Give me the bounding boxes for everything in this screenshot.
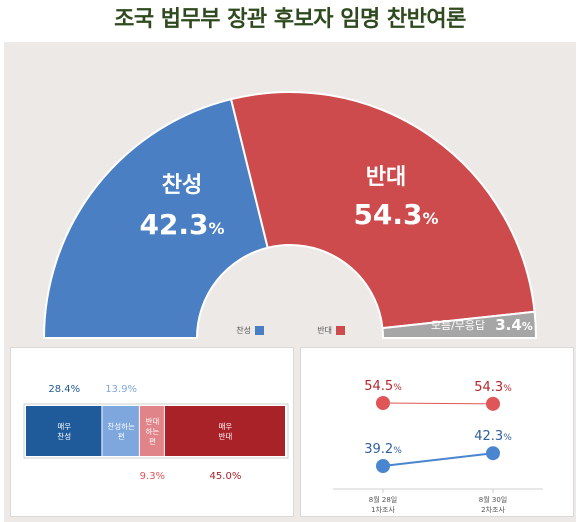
strong-oppose-segment-label-line: 반대 — [219, 432, 233, 441]
approve-slice-label: 찬성 — [162, 173, 202, 198]
approve-series-point — [376, 459, 390, 473]
stacked-bar-panel: 매우 찬성 28.4% 찬성하는 편 13.9% 반대 하는 편 9.3% 매우 반대 45.0% — [10, 347, 294, 517]
weak-oppose-segment-label: 반대 하는 편 — [145, 417, 159, 446]
approve-series-line — [382, 452, 494, 467]
unknown-slice-unit: % — [522, 320, 533, 333]
unknown-slice-label: 모름/무응답 — [431, 319, 485, 332]
semi-donut-panel: 찬성 42.3% 반대 54.3% 모름/무응답 3.4% 찬성 반대 — [4, 42, 576, 342]
unknown-slice — [381, 310, 538, 339]
approve-slice-unit: % — [209, 219, 225, 238]
weak-approve-segment-label: 찬성하는 편 — [107, 421, 135, 441]
oppose-series-value-label: 54.3% — [474, 380, 512, 395]
oppose-series-value-label: 54.5% — [364, 379, 402, 394]
x-tick-label: 8월 30일 2차조사 — [479, 495, 507, 514]
x-tick-label-line: 1차조사 — [371, 505, 395, 514]
x-tick-label: 8월 28일 1차조사 — [369, 495, 397, 514]
oppose-slice-unit: % — [423, 209, 439, 228]
oppose-series-point — [486, 396, 500, 411]
legend-oppose-label: 반대 — [317, 326, 332, 335]
x-tick-label-line: 8월 30일 — [479, 495, 507, 504]
weak-oppose-value-label: 9.3% — [140, 471, 165, 482]
strong-approve-segment-label-line: 찬성 — [57, 431, 71, 441]
legend-approve-label: 찬성 — [236, 325, 251, 335]
weak-oppose-segment — [139, 406, 164, 456]
strong-oppose-segment-label-line: 매우 — [219, 422, 233, 431]
weak-oppose-segment-label-line: 하는 — [145, 426, 159, 436]
approve-slice — [42, 97, 269, 339]
strong-oppose-value-label: 45.0% — [210, 471, 242, 482]
strong-approve-segment — [26, 406, 102, 456]
x-tick-label-line: 2차조사 — [481, 505, 505, 514]
value-unit: % — [393, 446, 402, 456]
unknown-slice-value: 3.4% — [495, 316, 533, 334]
oppose-slice — [229, 91, 536, 330]
approve-series-point — [486, 446, 500, 461]
trend-line-panel: 8월 28일 1차조사 8월 30일 2차조사 54.5% 54.3% 39.2% 42.3% — [300, 347, 574, 517]
legend-oppose-swatch — [336, 326, 345, 335]
weak-approve-value-label: 13.9% — [105, 384, 137, 395]
value-unit: % — [503, 384, 512, 394]
strong-approve-value-label: 28.4% — [48, 384, 80, 395]
weak-approve-segment-label-line: 찬성하는 — [107, 421, 135, 431]
x-tick-label-line: 8월 28일 — [369, 495, 397, 504]
approve-series-value-label: 42.3% — [474, 429, 512, 444]
approve-series-value-label: 39.2% — [364, 442, 402, 457]
chart-title: 조국 법무부 장관 후보자 임명 찬반여론 — [114, 7, 466, 32]
value-unit: % — [503, 433, 512, 443]
strong-approve-segment-label: 매우 찬성 — [57, 422, 71, 441]
legend-approve-swatch — [255, 326, 264, 335]
weak-approve-segment-label-line: 편 — [118, 431, 125, 441]
strong-oppose-segment-label: 매우 반대 — [219, 422, 233, 441]
oppose-series-line — [382, 402, 494, 405]
weak-approve-segment — [102, 406, 139, 456]
oppose-slice-label: 반대 — [366, 165, 406, 190]
strong-oppose-segment — [164, 406, 285, 456]
weak-oppose-segment-label-line: 반대 — [145, 417, 159, 426]
weak-oppose-segment-label-line: 편 — [149, 436, 156, 446]
oppose-series-point — [376, 396, 390, 410]
trend-line-chart: 8월 28일 1차조사 8월 30일 2차조사 54.5% 54.3% 39.2% 42.3% — [333, 379, 543, 514]
value-unit: % — [393, 383, 402, 393]
strong-approve-segment-label-line: 매우 — [57, 422, 71, 431]
